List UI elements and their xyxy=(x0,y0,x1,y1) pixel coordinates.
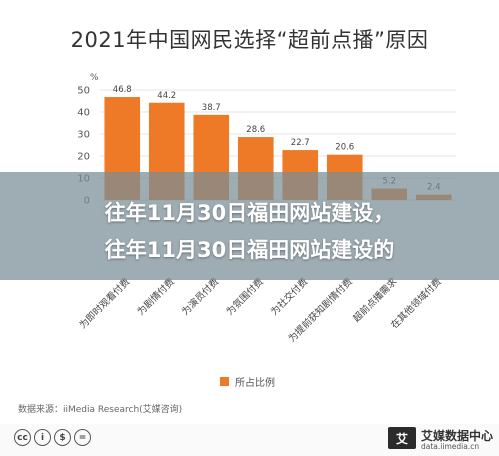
y-tick-label: 50 xyxy=(77,86,90,97)
data-label: 46.8 xyxy=(113,85,132,95)
y-tick-label: 30 xyxy=(77,130,90,141)
y-tick-label: 20 xyxy=(77,152,90,163)
chart-legend: 所占比例 xyxy=(220,373,275,389)
headline-overlay-band xyxy=(0,172,499,280)
cc-icon: cc xyxy=(14,429,31,446)
headline-line-1: 往年11月30日福田网站建设， xyxy=(104,201,395,225)
brand-logo-icon: 艾 xyxy=(388,427,416,449)
data-label: 44.2 xyxy=(157,91,176,101)
y-axis-unit: % xyxy=(90,73,99,83)
attribution-icon: i xyxy=(34,429,51,446)
chart-title: 2021年中国网民选择“超前点播”原因 xyxy=(70,28,429,52)
legend-swatch xyxy=(220,376,229,386)
cc-license-badges: cc i $ = xyxy=(14,429,91,446)
source-note: 数据来源：iiMedia Research(艾媒咨询) xyxy=(18,405,183,415)
data-label: 22.7 xyxy=(291,138,310,148)
y-tick-label: 40 xyxy=(77,108,90,119)
x-tick-label: 为社交付费 xyxy=(268,276,310,318)
data-label: 28.6 xyxy=(246,125,265,135)
brand-name: 艾媒数据中心 xyxy=(421,429,494,443)
noncommercial-icon: $ xyxy=(54,429,71,446)
brand-url: data.iimedia.cn xyxy=(421,442,480,451)
data-label: 20.6 xyxy=(335,143,354,153)
x-tick-label: 为氛围付费 xyxy=(224,276,266,318)
x-tick-label: 为演员付费 xyxy=(179,276,221,318)
noderivs-icon: = xyxy=(74,429,91,446)
x-tick-label: 超前点播需求 xyxy=(351,275,400,324)
x-tick-label: 为剧情付费 xyxy=(135,276,177,318)
headline-line-2: 往年11月30日福田网站建设的 xyxy=(104,238,395,262)
legend-label: 所占比例 xyxy=(235,377,275,389)
x-tick-label: 为即时观看付费 xyxy=(77,276,133,332)
data-label: 38.7 xyxy=(202,103,221,113)
